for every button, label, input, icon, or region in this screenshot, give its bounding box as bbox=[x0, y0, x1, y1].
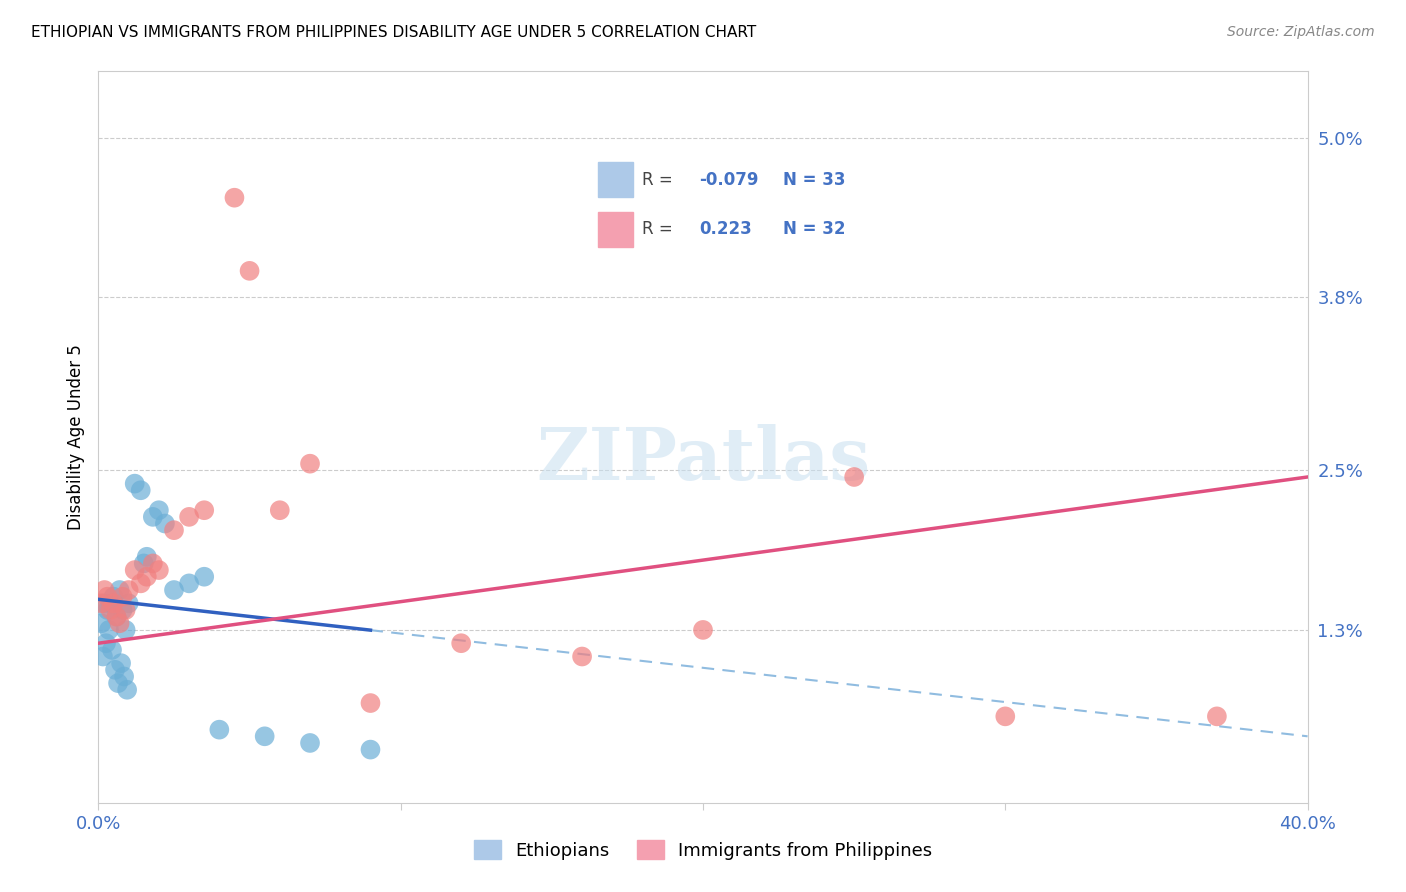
Point bbox=[93, 582, 115, 597]
Text: ETHIOPIAN VS IMMIGRANTS FROM PHILIPPINES DISABILITY AGE UNDER 5 CORRELATION CHAR: ETHIOPIAN VS IMMIGRANTS FROM PHILIPPINES… bbox=[31, 25, 756, 40]
Point bbox=[118, 582, 141, 597]
Point bbox=[90, 616, 112, 631]
Text: R =: R = bbox=[641, 220, 678, 238]
Point bbox=[114, 623, 136, 637]
Point bbox=[96, 590, 118, 604]
Point bbox=[844, 470, 866, 484]
Point bbox=[98, 623, 121, 637]
Point bbox=[142, 557, 165, 571]
Point bbox=[107, 676, 129, 690]
Point bbox=[179, 509, 201, 524]
Point bbox=[101, 643, 124, 657]
Point bbox=[692, 623, 714, 637]
Text: N = 32: N = 32 bbox=[783, 220, 846, 238]
Point bbox=[96, 603, 118, 617]
Point bbox=[114, 603, 136, 617]
Point bbox=[153, 516, 176, 531]
Point bbox=[193, 503, 215, 517]
Point bbox=[239, 264, 262, 278]
Point bbox=[132, 557, 155, 571]
Y-axis label: Disability Age Under 5: Disability Age Under 5 bbox=[66, 344, 84, 530]
Text: R =: R = bbox=[641, 171, 678, 189]
Point bbox=[112, 669, 135, 683]
Point bbox=[111, 590, 134, 604]
Point bbox=[142, 509, 165, 524]
Point bbox=[111, 603, 134, 617]
Point bbox=[100, 596, 122, 610]
Point bbox=[129, 576, 152, 591]
Point bbox=[103, 590, 125, 604]
Point bbox=[360, 742, 382, 756]
Text: Source: ZipAtlas.com: Source: ZipAtlas.com bbox=[1227, 25, 1375, 39]
Point bbox=[299, 736, 322, 750]
Point bbox=[148, 503, 170, 517]
FancyBboxPatch shape bbox=[599, 212, 633, 247]
Point bbox=[193, 570, 215, 584]
Legend: Ethiopians, Immigrants from Philippines: Ethiopians, Immigrants from Philippines bbox=[467, 833, 939, 867]
Text: 0.223: 0.223 bbox=[700, 220, 752, 238]
Point bbox=[118, 596, 141, 610]
Point bbox=[93, 596, 115, 610]
Point bbox=[124, 476, 146, 491]
Point bbox=[450, 636, 472, 650]
Point bbox=[104, 663, 127, 677]
Point bbox=[571, 649, 593, 664]
Text: N = 33: N = 33 bbox=[783, 171, 846, 189]
Point bbox=[163, 582, 186, 597]
Point bbox=[148, 563, 170, 577]
Point bbox=[91, 649, 114, 664]
Text: -0.079: -0.079 bbox=[700, 171, 759, 189]
Point bbox=[94, 636, 117, 650]
Point bbox=[115, 682, 138, 697]
FancyBboxPatch shape bbox=[599, 162, 633, 197]
Point bbox=[105, 609, 128, 624]
Point bbox=[100, 603, 122, 617]
Point bbox=[135, 549, 157, 564]
Point bbox=[163, 523, 186, 537]
Point bbox=[103, 596, 125, 610]
Point bbox=[108, 582, 131, 597]
Point bbox=[129, 483, 152, 498]
Point bbox=[360, 696, 382, 710]
Point bbox=[224, 191, 246, 205]
Point bbox=[179, 576, 201, 591]
Point bbox=[108, 616, 131, 631]
Point bbox=[90, 596, 112, 610]
Point bbox=[1206, 709, 1229, 723]
Point bbox=[269, 503, 291, 517]
Point bbox=[208, 723, 231, 737]
Point bbox=[135, 570, 157, 584]
Point bbox=[110, 656, 132, 670]
Point bbox=[253, 729, 276, 743]
Point bbox=[105, 609, 128, 624]
Point bbox=[299, 457, 322, 471]
Point bbox=[994, 709, 1017, 723]
Point bbox=[124, 563, 146, 577]
Text: ZIPatlas: ZIPatlas bbox=[536, 424, 870, 494]
